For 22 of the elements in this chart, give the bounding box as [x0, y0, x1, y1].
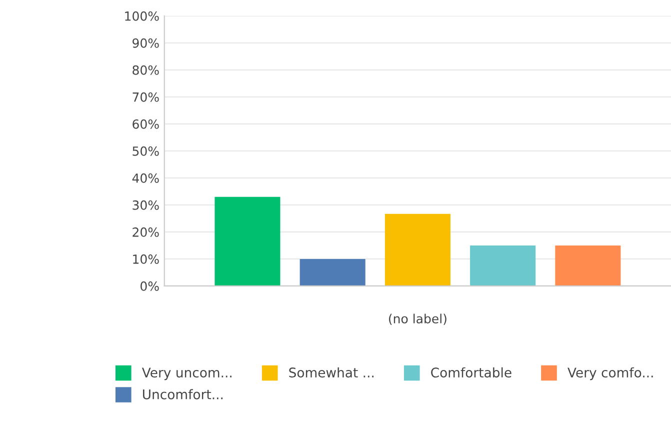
legend-label: Uncomfort... — [143, 389, 223, 400]
y-tick-label: 80% — [132, 65, 159, 75]
x-tick-label: (no label) — [389, 314, 446, 325]
legend-label: Very comfo... — [568, 367, 653, 380]
y-tick-label: 100% — [125, 11, 159, 21]
bar — [300, 258, 366, 286]
bar — [470, 245, 536, 286]
y-tick-label: 40% — [132, 173, 159, 183]
y-tick-label: 20% — [132, 227, 159, 237]
y-tick-label: 90% — [132, 38, 159, 48]
y-tick-label: 60% — [132, 119, 159, 129]
y-tick-label: 0% — [140, 281, 159, 291]
bar — [384, 214, 450, 286]
legend-label: Comfortable — [431, 367, 512, 378]
y-tick-label: 70% — [132, 92, 159, 102]
y-tick-label: 50% — [132, 146, 159, 156]
y-tick-label: 30% — [132, 200, 159, 210]
legend-label: Very uncom... — [142, 368, 232, 380]
bar — [214, 196, 280, 286]
bar — [555, 245, 621, 286]
legend-label: Somewhat ... — [289, 367, 374, 378]
y-tick-label: 10% — [133, 254, 159, 264]
